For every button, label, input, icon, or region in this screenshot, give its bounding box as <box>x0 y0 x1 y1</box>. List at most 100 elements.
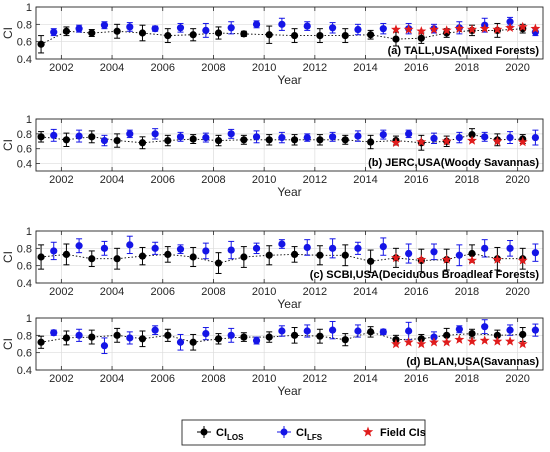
data-point <box>100 136 109 145</box>
data-point <box>481 133 489 141</box>
data-point <box>303 243 311 252</box>
data-point <box>176 133 185 141</box>
data-point <box>455 325 463 333</box>
data-point <box>531 326 539 334</box>
data-point <box>443 331 451 339</box>
x-tick-label: 2016 <box>404 62 428 74</box>
y-tick-label: 0.6 <box>17 144 32 156</box>
y-tick-label: 0.6 <box>17 37 32 49</box>
y-axis-label: CI <box>1 251 15 263</box>
data-point <box>126 334 134 342</box>
data-point-star <box>403 24 414 34</box>
data-point <box>88 255 96 263</box>
data-point <box>240 333 248 341</box>
data-point-star <box>505 336 515 346</box>
data-point <box>265 251 273 259</box>
data-point <box>493 331 501 339</box>
x-tick-label: 2012 <box>303 373 327 385</box>
x-tick-label: 2020 <box>505 62 529 74</box>
data-point <box>113 255 121 263</box>
series-ci-lfs <box>50 128 539 147</box>
y-tick-label: 0.8 <box>17 243 32 255</box>
series-field-cis <box>391 252 528 265</box>
series-field-cis <box>391 334 528 349</box>
panel-1: 2002 2004 2006 2008 2010 2012 2014 2016 2018 2020… <box>1 2 544 87</box>
y-tick-label: 1 <box>26 2 32 14</box>
legend-label-base: CI <box>296 427 307 439</box>
data-point <box>100 21 109 29</box>
data-point-star <box>517 136 528 147</box>
x-tick-label: 2018 <box>455 174 479 186</box>
data-point <box>278 133 286 142</box>
data-point-star <box>441 254 452 264</box>
data-point <box>519 330 527 339</box>
data-point <box>189 338 197 346</box>
legend-entry-2: CILFS <box>277 426 323 442</box>
axes-box <box>35 230 544 284</box>
legend-label-subscript: LOS <box>227 433 244 442</box>
data-point <box>405 327 413 335</box>
data-point-star <box>467 255 477 265</box>
x-tick-label: 2020 <box>505 286 529 298</box>
data-point-star <box>492 136 503 146</box>
data-point <box>506 18 514 26</box>
data-point <box>75 331 83 339</box>
data-point <box>468 131 476 139</box>
y-tick-label: 0.8 <box>17 19 32 31</box>
data-point <box>100 244 109 252</box>
data-point <box>62 27 71 35</box>
data-point <box>316 332 324 340</box>
y-tick-label: 0.8 <box>17 330 32 342</box>
data-point <box>189 253 197 261</box>
y-tick-label: 0.6 <box>17 348 32 360</box>
data-point <box>506 326 514 334</box>
data-point <box>354 132 362 140</box>
panel-title: (d) BLAN,USA(Savannas) <box>406 356 539 368</box>
data-point <box>506 133 514 142</box>
x-tick-label: 2014 <box>353 286 377 298</box>
series-line-cilos <box>41 331 523 343</box>
data-point <box>37 40 45 48</box>
data-point-star <box>429 24 439 34</box>
data-point-star <box>467 336 477 346</box>
data-point <box>328 133 337 141</box>
data-point <box>417 34 425 42</box>
x-tick-label: 2008 <box>201 286 225 298</box>
x-tick-label: 2010 <box>252 286 276 298</box>
x-tick-label: 2002 <box>49 373 73 385</box>
legend-label-base: Field CIs <box>380 427 426 439</box>
data-point <box>202 133 210 142</box>
data-point <box>265 333 273 341</box>
data-point <box>50 131 58 139</box>
data-point <box>189 31 197 39</box>
data-point <box>227 24 235 32</box>
data-point <box>430 134 438 142</box>
data-point <box>481 323 489 331</box>
data-point <box>252 20 261 28</box>
x-tick-label: 2016 <box>404 373 428 385</box>
data-point <box>379 328 387 336</box>
x-axis-label: Year <box>277 384 301 398</box>
x-axis-label: Year <box>277 73 301 87</box>
data-point <box>75 25 83 33</box>
x-tick-label: 2014 <box>353 174 377 186</box>
data-point <box>367 138 375 146</box>
data-point <box>468 249 476 258</box>
x-tick-label: 2004 <box>100 286 124 298</box>
data-point <box>468 330 476 338</box>
data-point-star <box>416 136 427 147</box>
x-tick-label: 2008 <box>201 62 225 74</box>
series-field-cis <box>391 21 541 36</box>
data-point <box>214 259 223 267</box>
y-tick-label: 0.4 <box>17 54 32 66</box>
panel-title: (b) JERC,USA(Woody Savannas) <box>368 157 539 169</box>
data-point-star <box>517 21 528 32</box>
x-tick-label: 2016 <box>404 286 428 298</box>
data-point <box>392 35 400 43</box>
data-point <box>214 29 223 37</box>
x-tick-label: 2006 <box>151 62 175 74</box>
data-point <box>202 26 210 34</box>
panel-title: (a) TALL,USA(Mixed Forests) <box>388 45 540 57</box>
series-ci-los <box>37 326 527 351</box>
